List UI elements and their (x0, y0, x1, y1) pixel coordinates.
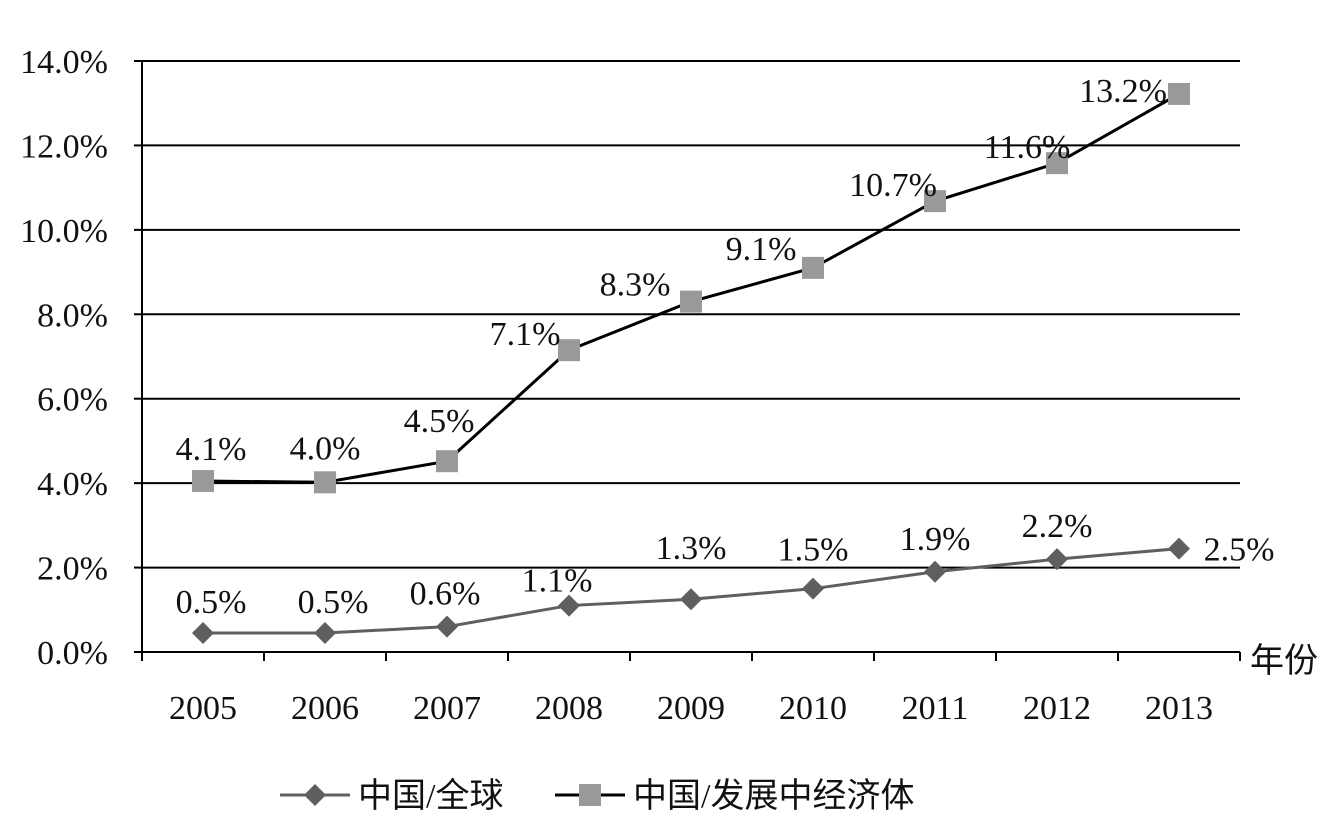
y-tick-label: 2.0% (37, 551, 108, 588)
y-tick-label: 14.0% (20, 44, 108, 81)
data-label: 7.1% (490, 316, 561, 353)
data-point-square (802, 256, 824, 279)
x-tick-label: 2011 (902, 690, 969, 727)
data-point-diamond (436, 615, 458, 638)
data-label: 2.5% (1204, 532, 1275, 569)
data-point-diamond (558, 594, 580, 617)
data-point-diamond (314, 622, 336, 645)
data-label: 2.2% (1022, 508, 1093, 545)
y-tick-label: 0.0% (37, 635, 108, 672)
data-label: 13.2% (1079, 73, 1167, 110)
y-tick-label: 6.0% (37, 382, 108, 419)
data-label: 0.5% (298, 584, 369, 621)
data-point-square (1168, 82, 1190, 105)
x-tick-label: 2013 (1145, 690, 1213, 727)
data-point-diamond (802, 577, 824, 600)
data-point-diamond (192, 622, 214, 645)
series-0 (192, 537, 1190, 645)
data-label: 4.5% (404, 403, 475, 440)
data-label: 4.1% (176, 431, 247, 468)
x-tick-label: 2012 (1023, 690, 1091, 727)
data-label: 0.5% (176, 584, 247, 621)
data-label: 4.0% (290, 430, 361, 467)
data-point-diamond (1168, 537, 1190, 560)
legend-square-marker (579, 784, 601, 806)
x-tick-label: 2010 (779, 690, 847, 727)
x-tick-label: 2006 (291, 690, 359, 727)
data-label: 10.7% (849, 167, 937, 204)
data-label: 8.3% (600, 267, 671, 304)
y-tick-label: 10.0% (20, 213, 108, 250)
data-point-square (924, 190, 946, 213)
data-point-square (436, 450, 458, 473)
x-tick-label: 2005 (169, 690, 237, 727)
legend-diamond-marker (304, 784, 326, 806)
data-point-square (558, 339, 580, 362)
y-tick-label: 8.0% (37, 297, 108, 334)
series (192, 82, 1190, 645)
data-point-square (680, 290, 702, 313)
data-point-diamond (1046, 548, 1068, 571)
y-tick-label: 12.0% (20, 128, 108, 165)
data-label: 1.9% (900, 521, 971, 558)
data-point-square (314, 471, 336, 494)
data-point-diamond (680, 588, 702, 611)
data-point-square (1046, 152, 1068, 175)
x-tick-label: 2007 (413, 690, 481, 727)
legend-item-1: 中国/发展中经济体 (555, 777, 914, 815)
data-point-square (192, 470, 214, 493)
data-label: 0.6% (410, 576, 481, 613)
x-tick-label: 2009 (657, 690, 725, 727)
y-tick-label: 4.0% (37, 466, 108, 503)
legend-label: 中国/发展中经济体 (633, 777, 914, 815)
axes: 0.0% 2.0% 4.0% 6.0% 8.0% 10.0% 12.0% 14.0% 2005 2… (20, 44, 1318, 727)
x-axis-unit-label: 年份 (1250, 642, 1318, 680)
legend-label: 中国/全球 (358, 777, 503, 815)
legend-item-0: 中国/全球 (280, 777, 503, 815)
gridlines (142, 60, 1240, 569)
data-point-diamond (924, 560, 946, 583)
data-labels: 0.5% 0.5% 0.6% 1.1% 1.3% 1.5% 1.9% 2.2% 2.5% 4.1%… (176, 73, 1275, 621)
x-tick-label: 2008 (535, 690, 603, 727)
data-label: 9.1% (726, 231, 797, 268)
data-label: 11.6% (984, 129, 1071, 166)
data-label: 1.5% (778, 532, 849, 569)
legend: 中国/全球 中国/发展中经济体 (280, 777, 914, 815)
series-1 (192, 82, 1190, 494)
data-label: 1.3% (656, 530, 727, 567)
data-label: 1.1% (522, 563, 593, 600)
